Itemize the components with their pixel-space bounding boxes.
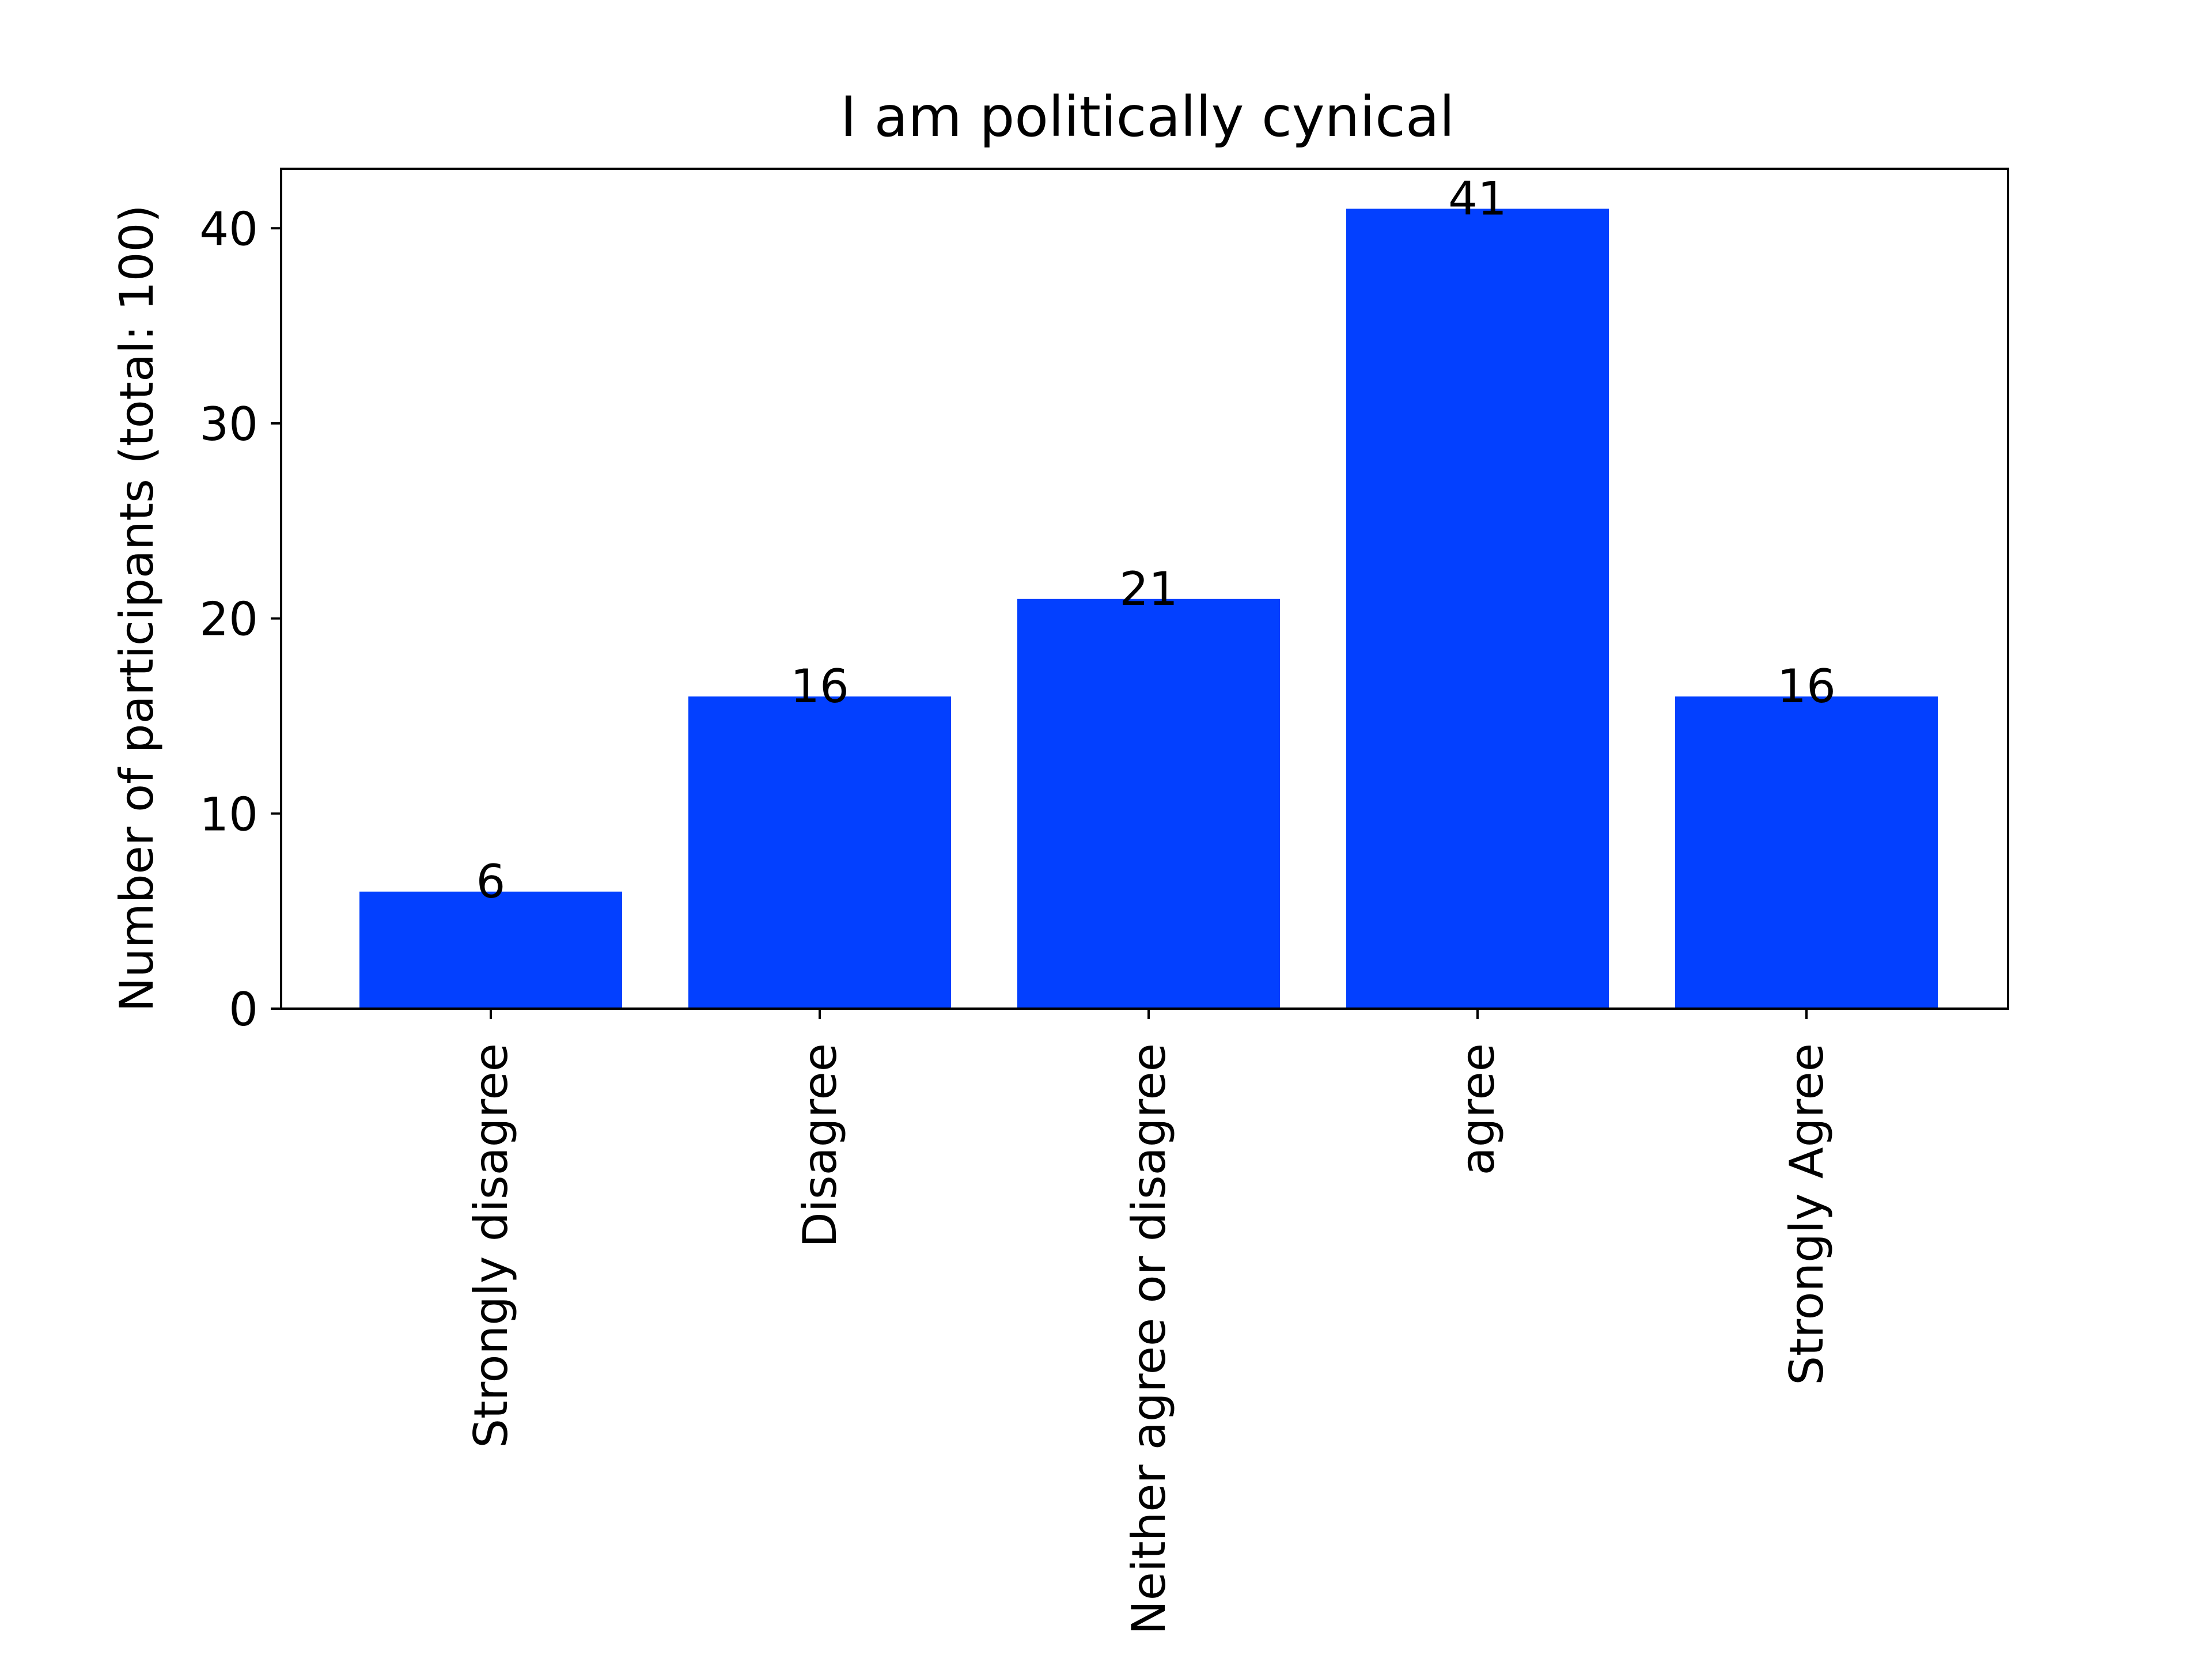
x-tick-label: Strongly disagree — [464, 1043, 518, 1448]
plot-frame — [280, 168, 2009, 1010]
y-axis-label: Number of participants (total: 100) — [110, 204, 164, 1012]
bar — [1017, 599, 1280, 1009]
y-tick-label: 0 — [229, 983, 258, 1036]
bar — [359, 891, 622, 1009]
x-tick-label: Neither agree or disagree — [1122, 1043, 1176, 1635]
bar — [1346, 209, 1609, 1009]
bar-value-label: 6 — [476, 855, 506, 908]
x-tick-label: agree — [1451, 1043, 1505, 1175]
bar-value-label: 16 — [1777, 660, 1836, 713]
bar-value-label: 41 — [1448, 172, 1507, 225]
chart-title: I am politically cynical — [840, 85, 1455, 149]
bar-value-label: 21 — [1119, 562, 1178, 616]
data-labels-group: 6 16 21 41 16 — [476, 172, 1836, 908]
bars-group — [359, 209, 1938, 1009]
y-tick-label: 10 — [199, 787, 258, 841]
x-tick-label: Disagree — [793, 1043, 847, 1248]
y-tick-label: 20 — [199, 593, 258, 646]
y-axis-ticks: 0 10 20 30 40 — [199, 202, 281, 1036]
x-axis-ticks: Strongly disagree Disagree Neither agree o… — [464, 1009, 1834, 1635]
bar-value-label: 16 — [790, 660, 849, 713]
x-tick-label: Strongly Agree — [1780, 1043, 1834, 1385]
y-tick-label: 30 — [199, 397, 258, 451]
y-tick-label: 40 — [199, 202, 258, 256]
bar — [688, 696, 951, 1009]
bar — [1675, 696, 1938, 1009]
